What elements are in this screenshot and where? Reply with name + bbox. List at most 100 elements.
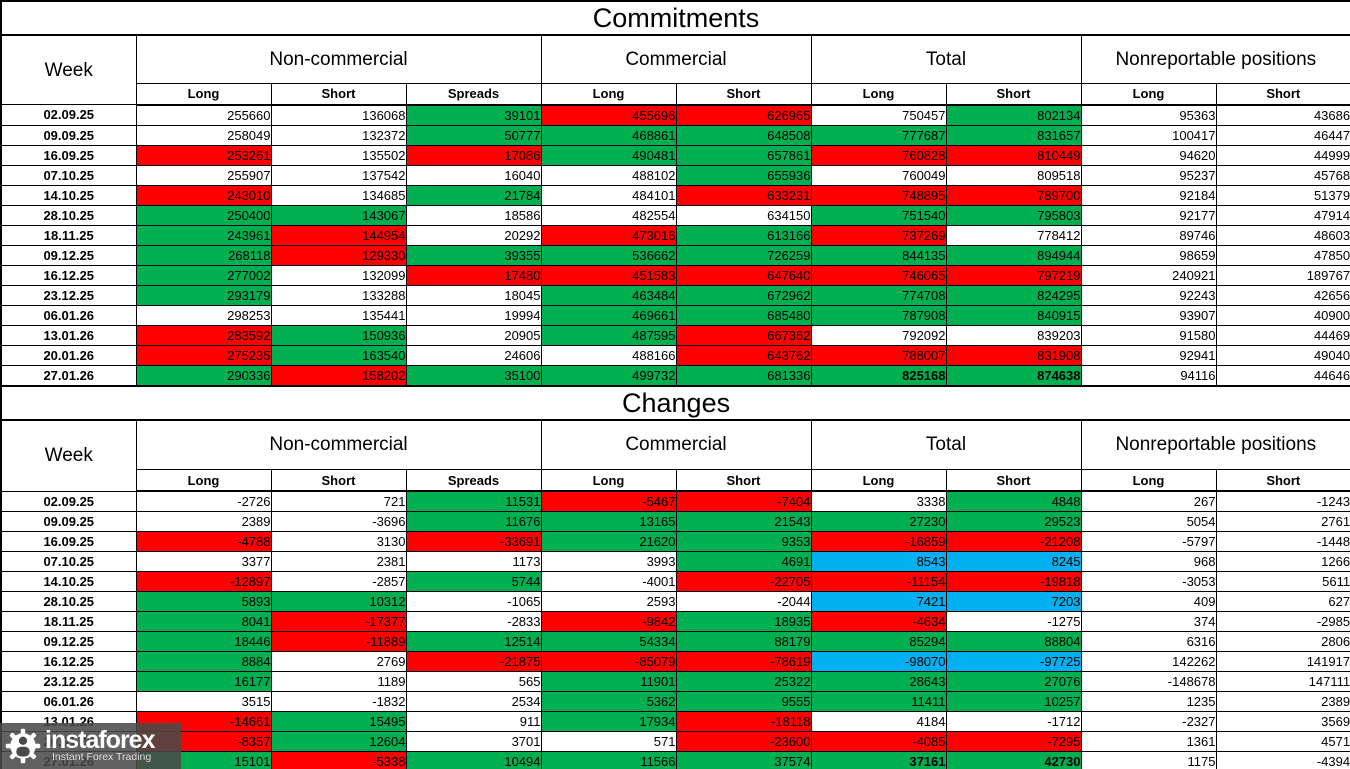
value-cell: 667362: [675, 324, 812, 346]
value-cell: 627: [1215, 591, 1350, 612]
value-cell: 809518: [945, 164, 1082, 186]
table-row: 09.12.25 268118 129330 39355 536662 726259 844…: [0, 244, 1350, 266]
table-row: 27.01.26 290336 158202 35100 499732 681336 825…: [0, 364, 1350, 386]
value-cell: 293179: [135, 284, 272, 306]
value-cell: 12604: [270, 731, 407, 752]
week-cell: 07.10.25: [0, 164, 137, 186]
value-cell: -19818: [945, 571, 1082, 592]
value-cell: 45768: [1215, 164, 1350, 186]
value-cell: 10312: [270, 591, 407, 612]
value-cell: 8884: [135, 651, 272, 672]
value-cell: -4085: [810, 731, 947, 752]
value-cell: -5797: [1080, 531, 1217, 552]
value-cell: 42656: [1215, 284, 1350, 306]
group-header-nonreportable: Nonreportable positions: [1080, 34, 1350, 84]
group-header-nonreportable: Nonreportable positions: [1080, 419, 1350, 470]
table-row: 28.10.25 250400 143067 18586 482554 634150 751…: [0, 204, 1350, 226]
value-cell: -2044: [675, 591, 812, 612]
table-row: 23.12.25 16177 1189 565 11901 25322 28643 27076…: [0, 671, 1350, 692]
week-cell: 02.09.25: [0, 104, 137, 126]
value-cell: 17480: [405, 264, 542, 286]
value-cell: 455696: [540, 104, 677, 126]
group-header-commercial: Commercial: [540, 34, 812, 84]
week-cell: 16.12.25: [0, 264, 137, 286]
value-cell: -9842: [540, 611, 677, 632]
value-cell: 92941: [1080, 344, 1217, 366]
value-cell: 647640: [675, 264, 812, 286]
value-cell: 94620: [1080, 144, 1217, 166]
value-cell: -5467: [540, 490, 677, 512]
value-cell: 760828: [810, 144, 947, 166]
value-cell: -11154: [810, 571, 947, 592]
week-cell: 06.01.26: [0, 691, 137, 712]
value-cell: 94116: [1080, 364, 1217, 386]
value-cell: 9555: [675, 691, 812, 712]
value-cell: 18586: [405, 204, 542, 226]
value-cell: -1712: [945, 711, 1082, 732]
value-cell: 3377: [135, 551, 272, 572]
value-cell: 189767: [1215, 264, 1350, 286]
week-cell: 16.09.25: [0, 144, 137, 166]
col-header-t-short: Short: [945, 82, 1082, 106]
value-cell: 5893: [135, 591, 272, 612]
value-cell: 5362: [540, 691, 677, 712]
value-cell: 37574: [675, 751, 812, 769]
value-cell: -98070: [810, 651, 947, 672]
value-cell: 35100: [405, 364, 542, 386]
value-cell: 968: [1080, 551, 1217, 572]
value-cell: 750457: [810, 104, 947, 126]
value-cell: 482554: [540, 204, 677, 226]
value-cell: 1173: [405, 551, 542, 572]
table-row: 16.09.25 -4788 3130 -33691 21620 9353 -16859 -2…: [0, 531, 1350, 552]
value-cell: 19994: [405, 304, 542, 326]
value-cell: 135502: [270, 144, 407, 166]
value-cell: 137542: [270, 164, 407, 186]
value-cell: 4571: [1215, 731, 1350, 752]
value-cell: 37161: [810, 751, 947, 769]
group-header-commercial: Commercial: [540, 419, 812, 470]
value-cell: -4394: [1215, 751, 1350, 769]
table-row: 13.01.26 283592 150936 20905 487595 667362 792…: [0, 324, 1350, 346]
table-row: 14.10.25 243010 134685 21784 484101 633231 748…: [0, 184, 1350, 206]
value-cell: 43686: [1215, 104, 1350, 126]
value-cell: 17934: [540, 711, 677, 732]
week-cell: 28.10.25: [0, 591, 137, 612]
value-cell: 10494: [405, 751, 542, 769]
table-row: 16.09.25 253261 135502 17086 490481 657861 760…: [0, 144, 1350, 166]
value-cell: 792092: [810, 324, 947, 346]
value-cell: 7421: [810, 591, 947, 612]
value-cell: 473016: [540, 224, 677, 246]
value-cell: 258049: [135, 124, 272, 146]
value-cell: 100417: [1080, 124, 1217, 146]
week-cell: 16.09.25: [0, 531, 137, 552]
value-cell: 92184: [1080, 184, 1217, 206]
value-cell: 91580: [1080, 324, 1217, 346]
table-row: 13.01.26 -14661 15495 911 17934 -18118 4184 -17…: [0, 711, 1350, 732]
value-cell: 4848: [945, 490, 1082, 512]
value-cell: 29523: [945, 511, 1082, 532]
group-header-total: Total: [810, 34, 1082, 84]
value-cell: -16859: [810, 531, 947, 552]
value-cell: 20292: [405, 224, 542, 246]
value-cell: -1275: [945, 611, 1082, 632]
value-cell: -5338: [270, 751, 407, 769]
value-cell: 746065: [810, 264, 947, 286]
value-cell: 141917: [1215, 651, 1350, 672]
value-cell: 657861: [675, 144, 812, 166]
value-cell: 11901: [540, 671, 677, 692]
value-cell: 18935: [675, 611, 812, 632]
value-cell: 3569: [1215, 711, 1350, 732]
value-cell: 789700: [945, 184, 1082, 206]
value-cell: -18118: [675, 711, 812, 732]
week-cell: 14.10.25: [0, 571, 137, 592]
value-cell: -148678: [1080, 671, 1217, 692]
value-cell: 88804: [945, 631, 1082, 652]
value-cell: -33691: [405, 531, 542, 552]
value-cell: 795803: [945, 204, 1082, 226]
value-cell: 1189: [270, 671, 407, 692]
value-cell: 536662: [540, 244, 677, 266]
table-row: 20.01.26-8357126043701571-23600-4085-729…: [0, 731, 1350, 752]
value-cell: 3515: [135, 691, 272, 712]
value-cell: 4184: [810, 711, 947, 732]
value-cell: 158202: [270, 364, 407, 386]
